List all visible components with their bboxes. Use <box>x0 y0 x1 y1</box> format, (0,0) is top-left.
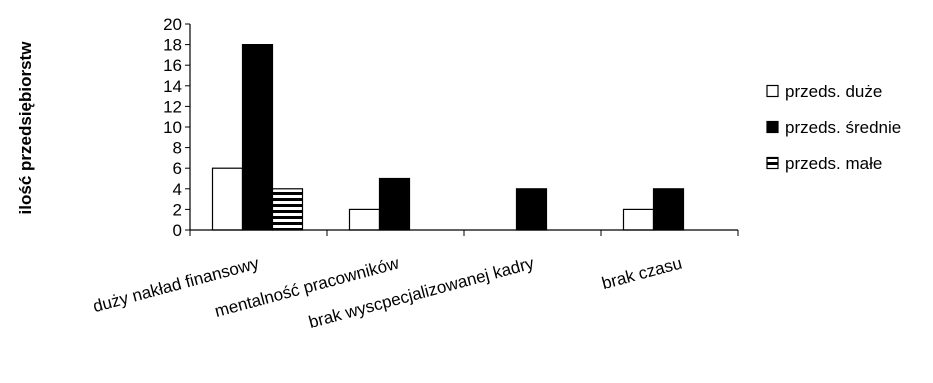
legend-swatch <box>766 84 779 98</box>
bar <box>211 167 244 231</box>
y-tick-label: 2 <box>173 200 182 219</box>
y-axis-label: ilość przedsiębiorstw <box>16 41 35 215</box>
bars <box>211 43 685 231</box>
y-tick-label: 12 <box>163 97 182 116</box>
x-category-label: brak wyscpecjalizowanej kadry <box>307 253 537 332</box>
y-tick-label: 18 <box>163 36 182 55</box>
bar <box>652 188 685 231</box>
x-category-label: brak czasu <box>600 254 684 294</box>
y-tick-label: 4 <box>173 180 182 199</box>
bar <box>378 177 411 231</box>
bar <box>515 188 548 231</box>
axes <box>189 24 739 236</box>
bar <box>271 188 304 231</box>
legend-label: przeds. małe <box>785 154 882 173</box>
y-tick-label: 6 <box>173 159 182 178</box>
bar <box>348 208 381 231</box>
legend: przeds. duże przeds. średnie przeds. małe <box>766 82 901 173</box>
y-tick-label: 8 <box>173 139 182 158</box>
legend-label: przeds. duże <box>785 82 882 101</box>
legend-label: przeds. średnie <box>785 118 901 137</box>
legend-swatch <box>766 120 779 134</box>
y-tick-label: 10 <box>163 118 182 137</box>
y-tick-label: 16 <box>163 56 182 75</box>
y-tick-label: 0 <box>173 221 182 240</box>
legend-swatch <box>766 156 779 170</box>
y-tick-label: 14 <box>163 77 182 96</box>
y-tick-label: 20 <box>163 15 182 34</box>
bar <box>241 43 274 231</box>
bar <box>622 208 655 231</box>
